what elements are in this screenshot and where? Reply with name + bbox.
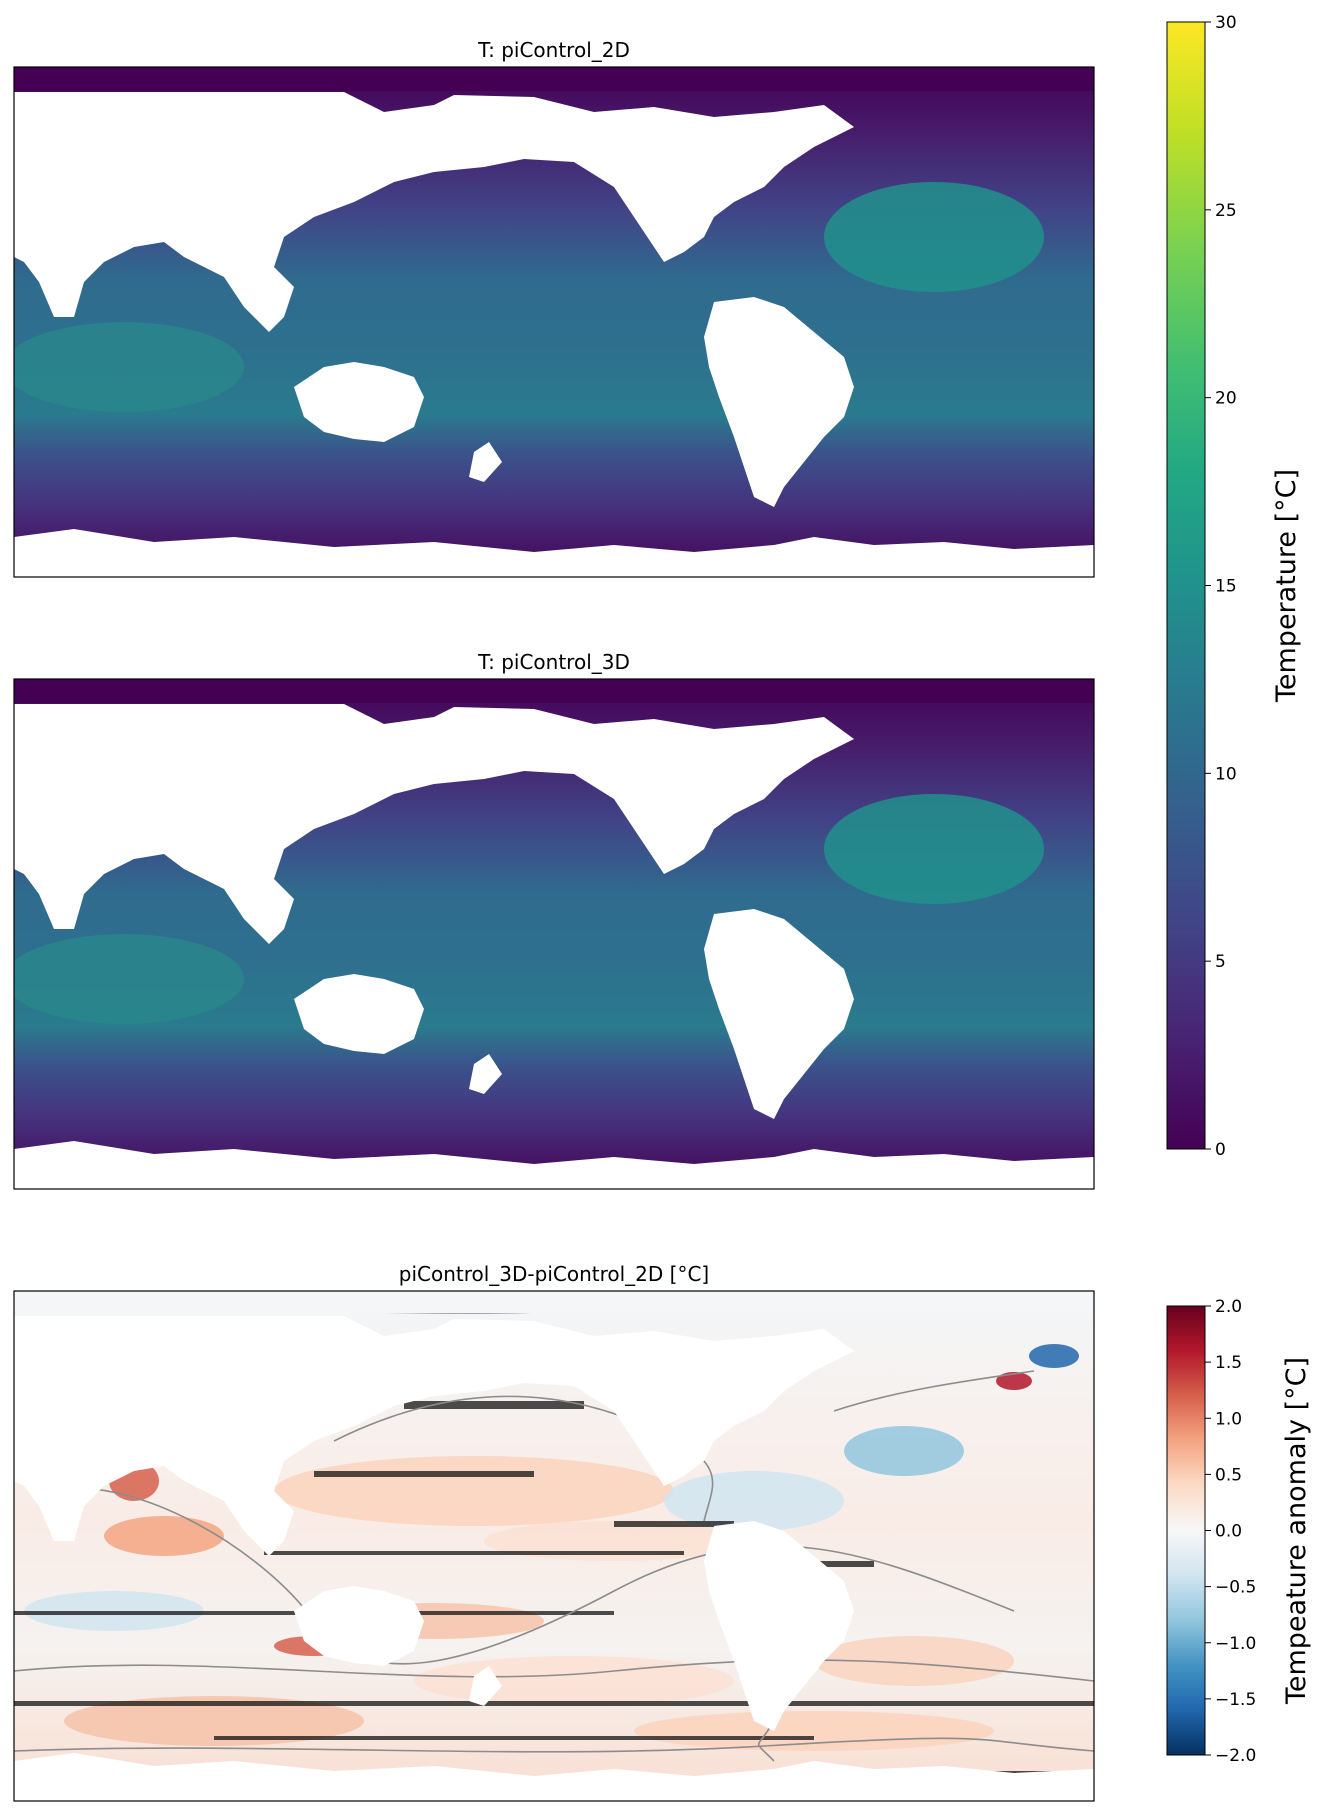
anomaly-feature	[104, 1516, 224, 1556]
arctic-strip	[14, 67, 1094, 91]
anomaly-feature	[996, 1372, 1032, 1390]
hatch-band	[264, 1551, 684, 1555]
colorbar-tick-label: 20	[1215, 389, 1237, 409]
map-panel-1: T: piControl_2D	[13, 38, 1095, 578]
map-frame	[13, 678, 1095, 1190]
contour-line	[43, 1487, 1015, 1665]
hatch-band	[614, 1521, 734, 1527]
colorbar-tick-label: 1.0	[1215, 1409, 1242, 1429]
contour-line	[833, 1370, 1035, 1412]
colorbar-tick-label: −1.5	[1215, 1690, 1256, 1710]
hatch-band	[404, 1401, 584, 1409]
colorbar-tick-label: 0	[1215, 1140, 1226, 1160]
colorbar-tick-label: −0.5	[1215, 1578, 1256, 1598]
colorbar-tick-label: 30	[1215, 13, 1237, 33]
land-mask	[14, 679, 1094, 1189]
anomaly-colorbar: 2.0 1.5 1.0 0.5 0.0 −0.5 −1.0 −1.5 −2.0 Tempeatur…	[1166, 1297, 1312, 1766]
arctic-strip	[14, 1291, 1094, 1313]
colorbar-gradient	[1166, 21, 1206, 1150]
map-panel-2: T: piControl_3D	[13, 650, 1095, 1190]
anomaly-feature	[664, 1471, 844, 1531]
indian-ocean-warm-patch	[14, 934, 244, 1024]
anomaly-feature	[414, 1656, 734, 1706]
north-atlantic-warm-patch	[824, 794, 1044, 904]
colorbar-gradient	[1166, 1305, 1206, 1756]
colorbar-tick-label: 1.5	[1215, 1353, 1242, 1373]
colorbar-tick-label: 15	[1215, 577, 1237, 597]
indian-ocean-warm-patch	[14, 322, 244, 412]
map-panel-3: piControl_3D-piControl_2D [°C]	[13, 1262, 1095, 1802]
colorbar-tick-label: 25	[1215, 201, 1237, 221]
map-area	[14, 679, 1094, 1189]
colorbar-tick-label: 5	[1215, 952, 1226, 972]
panel-title: T: piControl_3D	[477, 650, 630, 674]
colorbar-tick-label: 0.0	[1215, 1522, 1242, 1542]
anomaly-feature	[274, 1456, 674, 1526]
anomaly-feature	[814, 1636, 1014, 1686]
anomaly-feature	[844, 1426, 964, 1476]
colorbar-tick-label: 0.5	[1215, 1465, 1242, 1485]
land-mask	[14, 1291, 1094, 1801]
map-area	[14, 67, 1094, 577]
map-area	[14, 1291, 1094, 1801]
arctic-strip	[14, 679, 1094, 703]
map-frame	[13, 1290, 1095, 1802]
colorbar-tick-label: −1.0	[1215, 1634, 1256, 1654]
colorbar-label: Temperature [°C]	[1271, 469, 1302, 703]
panel-title: T: piControl_2D	[477, 38, 630, 62]
hatch-band	[14, 1701, 1094, 1706]
colorbar-tick-label: 10	[1215, 764, 1237, 784]
colorbar-tick-label: −2.0	[1215, 1746, 1256, 1766]
north-atlantic-warm-patch	[824, 182, 1044, 292]
land-mask	[14, 67, 1094, 577]
hatch-band	[314, 1471, 534, 1477]
panel-title: piControl_3D-piControl_2D [°C]	[399, 1262, 710, 1286]
anomaly-feature	[1029, 1344, 1079, 1368]
map-frame	[13, 66, 1095, 578]
temperature-colorbar: 0 5 10 15 20 25 30 Temperature [°C]	[1166, 13, 1302, 1160]
colorbar-label: Tempeature anomaly [°C]	[1281, 1357, 1312, 1705]
contour-line	[14, 1659, 1094, 1682]
colorbar-tick-label: 2.0	[1215, 1297, 1242, 1317]
